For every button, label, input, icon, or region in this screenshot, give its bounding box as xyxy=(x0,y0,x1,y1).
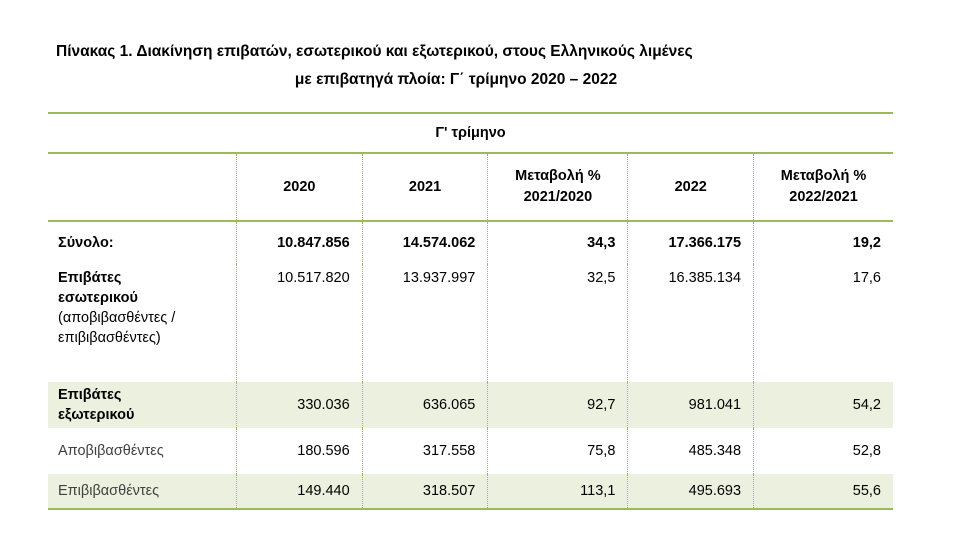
text-line: Επιβάτες xyxy=(58,270,122,286)
text-line: επιβιβασθέντες) xyxy=(58,330,161,346)
column-header-row: 2020 2021 Μεταβολή % 2021/2020 2022 Μεταβολή … xyxy=(48,153,893,222)
cell: 17,6 xyxy=(753,264,893,382)
group-header: Γ' τρίμηνο xyxy=(48,112,893,154)
cell: 34,3 xyxy=(487,221,628,264)
text-line: Μεταβολή % xyxy=(780,168,867,184)
text-line: 2020 xyxy=(283,178,316,195)
row-label: Επιβάτες εξωτερικού xyxy=(48,382,237,428)
cell: 52,8 xyxy=(753,428,893,474)
text-line: εσωτερικού xyxy=(58,290,138,306)
cell: 75,8 xyxy=(487,428,628,474)
title: Πίνακας 1. Διακίνηση επιβατών, εσωτερικο… xyxy=(56,38,886,94)
row-label: Σύνολο: xyxy=(48,221,237,264)
cell: 54,2 xyxy=(753,382,893,428)
cell: 55,6 xyxy=(753,474,893,510)
row-label: Επιβιβασθέντες xyxy=(48,474,237,510)
cell: 180.596 xyxy=(236,428,363,474)
table-row: Αποβιβασθέντες 180.596 317.558 75,8 485.348 5… xyxy=(48,428,893,474)
cell: 495.693 xyxy=(627,474,754,510)
row-label: Επιβάτες εσωτερικού (αποβιβασθέντες / επιβι… xyxy=(48,264,237,382)
cell: 981.041 xyxy=(627,382,754,428)
text-line: Επιβάτες xyxy=(58,387,122,403)
column-header: Μεταβολή % 2022/2021 xyxy=(753,153,893,222)
title-line: Πίνακας 1. Διακίνηση επιβατών, εσωτερικο… xyxy=(56,43,693,60)
corner-cell xyxy=(48,153,237,222)
cell: 10.517.820 xyxy=(236,264,363,382)
table-body: Σύνολο: 10.847.856 14.574.062 34,3 17.366.17… xyxy=(48,221,893,510)
cell: 14.574.062 xyxy=(361,221,488,264)
text-line: 2022/2021 xyxy=(789,189,858,205)
table-row: Επιβιβασθέντες 149.440 318.507 113,1 495.693… xyxy=(48,474,893,510)
cell: 113,1 xyxy=(487,474,628,510)
table-row: Σύνολο: 10.847.856 14.574.062 34,3 17.366.17… xyxy=(48,221,893,264)
cell: 485.348 xyxy=(627,428,754,474)
cell: 149.440 xyxy=(236,474,363,510)
column-header: 2020 xyxy=(236,153,363,222)
column-header: 2021 xyxy=(361,153,488,222)
cell: 92,7 xyxy=(487,382,628,428)
table-row: Επιβάτες εσωτερικού (αποβιβασθέντες / επιβι… xyxy=(48,264,893,382)
text-line: Επιβιβασθέντες xyxy=(58,483,160,499)
text-line: Μεταβολή % xyxy=(515,168,601,184)
text-line: εξωτερικού xyxy=(58,407,135,423)
cell: 317.558 xyxy=(361,428,488,474)
text-line: (αποβιβασθέντες / xyxy=(58,310,176,326)
text-line: 2022 xyxy=(674,178,707,195)
cell: 13.937.997 xyxy=(361,264,488,382)
cell: 32,5 xyxy=(487,264,628,382)
cell: 19,2 xyxy=(753,221,893,264)
cell: 16.385.134 xyxy=(627,264,754,382)
cell: 17.366.175 xyxy=(627,221,754,264)
text-line: 2021 xyxy=(408,178,442,195)
table: Γ' τρίμηνο 2020 2021 Μεταβολή % 2021/2020 20… xyxy=(48,112,893,510)
cell: 636.065 xyxy=(361,382,488,428)
column-header: Μεταβολή % 2021/2020 xyxy=(487,153,628,222)
column-header: 2022 xyxy=(627,153,754,222)
text-line: Αποβιβασθέντες xyxy=(58,443,164,459)
table-row: Επιβάτες εξωτερικού 330.036 636.065 92,7 981.… xyxy=(48,382,893,428)
row-label: Αποβιβασθέντες xyxy=(48,428,237,474)
cell: 318.507 xyxy=(361,474,488,510)
cell: 10.847.856 xyxy=(236,221,363,264)
text-line: Σύνολο: xyxy=(58,235,114,251)
text-line: 2021/2020 xyxy=(523,189,593,205)
group-row: Γ' τρίμηνο xyxy=(48,112,893,154)
cell: 330.036 xyxy=(236,382,363,428)
title-line: με επιβατηγά πλοία: Γ΄ τρίμηνο 2020 – 20… xyxy=(294,71,618,88)
